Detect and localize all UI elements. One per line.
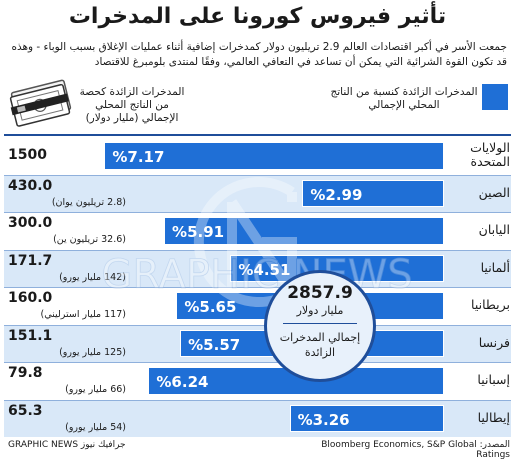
row-divider <box>4 287 511 288</box>
local-currency-value: (66 مليار يورو) <box>65 384 126 395</box>
row-divider <box>4 174 511 176</box>
chart-title: تأثير فيروس كورونا على المدخرات <box>68 4 447 29</box>
bar-value-label: %4.51 <box>238 260 291 279</box>
country-label: ألمانيا <box>480 259 510 275</box>
local-currency-value: (32.6 تريليون ين) <box>53 234 126 245</box>
source-note: المصدر: Bloomberg Economics, S&P Global … <box>321 440 510 460</box>
usd-value: 79.8 <box>8 365 43 381</box>
local-currency-value: (142 مليار يورو) <box>59 271 126 283</box>
country-label: اليابان <box>478 222 510 237</box>
usd-value: 65.3 <box>8 402 43 419</box>
country-label: الولايات المتحدة <box>470 140 510 169</box>
legend-swatch <box>482 84 508 110</box>
total-savings-callout: 2857.9 مليار دولار إجمالي المدخرات الزائ… <box>264 270 376 382</box>
row-divider <box>4 324 511 326</box>
bar-value-label: %3.26 <box>297 410 350 429</box>
bar <box>104 142 444 170</box>
usd-value: 430.0 <box>8 177 53 194</box>
chart-subtitle: جمعت الأسر في أكبر اقتصادات العالم 2.9 ت… <box>11 41 507 68</box>
usd-value: 160.0 <box>8 290 53 306</box>
usd-value: 300.0 <box>8 215 53 231</box>
bar-value-label: %6.24 <box>156 373 209 391</box>
local-currency-value: (117 مليار استرليني) <box>40 309 126 320</box>
row-divider <box>4 249 511 251</box>
legend-usd-label: المدخرات الزائدة كحصة من الناتج المحلي ا… <box>79 86 185 124</box>
bar-value-label: %2.99 <box>310 185 363 204</box>
bar-value-label: %5.57 <box>188 335 241 354</box>
total-savings-label: إجمالي المدخرات الزائدة <box>279 331 361 359</box>
row-divider <box>4 362 511 363</box>
bar-value-label: %5.65 <box>184 298 237 316</box>
country-label: إيطاليا <box>477 409 510 425</box>
usd-value: 1500 <box>8 147 47 163</box>
row-divider <box>4 399 511 401</box>
money-stack-icon <box>9 79 72 127</box>
bar <box>289 404 444 432</box>
brand-credit: جرافيك نيوز GRAPHIC NEWS <box>8 440 126 450</box>
bar-value-label: %5.91 <box>172 223 225 241</box>
country-label: فرنسا <box>478 334 510 350</box>
usd-value: 171.7 <box>8 252 53 269</box>
usd-value: 151.1 <box>8 327 53 344</box>
local-currency-value: (2.8 تريليون يوان) <box>51 196 126 208</box>
total-savings-value: 2857.9 <box>287 283 353 303</box>
country-label: الصين <box>478 184 510 200</box>
local-currency-value: (125 مليار يورو) <box>59 346 126 358</box>
row-divider <box>4 212 511 213</box>
country-label: بريطانيا <box>471 297 510 312</box>
callout-divider <box>283 323 357 324</box>
bar-value-label: %7.17 <box>112 148 165 166</box>
bar <box>302 179 444 207</box>
country-label: إسبانيا <box>477 372 510 387</box>
local-currency-value: (54 مليار يورو) <box>65 421 126 433</box>
header-divider <box>4 134 511 136</box>
bar <box>164 217 444 245</box>
total-savings-unit: مليار دولار <box>296 304 344 317</box>
legend-percent-label: المدخرات الزائدة كنسبة من الناتج المحلي … <box>330 86 478 111</box>
